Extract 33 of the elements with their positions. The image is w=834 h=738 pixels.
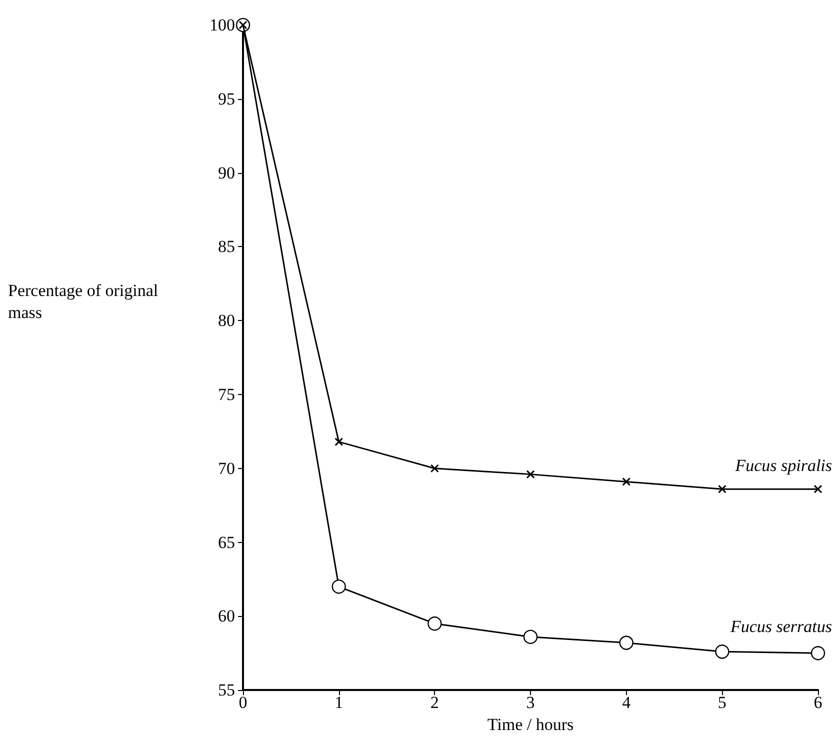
y-tick-label: 65 xyxy=(218,532,235,552)
y-tick-label: 75 xyxy=(218,385,235,404)
point xyxy=(814,484,822,494)
y-tick-label: 90 xyxy=(218,163,235,182)
x-tick-label: 1 xyxy=(334,693,344,712)
y-tick-label: 60 xyxy=(218,606,235,626)
point xyxy=(622,477,631,486)
y-tick-label: 85 xyxy=(218,237,235,256)
point xyxy=(334,438,344,446)
point xyxy=(332,580,346,594)
y-tick-label: 95 xyxy=(218,89,235,108)
y-tick-label: 55 xyxy=(218,680,235,700)
point xyxy=(718,484,726,494)
point xyxy=(523,630,538,644)
x-tick-label: 4 xyxy=(622,693,632,712)
point xyxy=(810,646,826,660)
point xyxy=(619,636,634,650)
point xyxy=(428,616,442,631)
y-tick-label: 100 xyxy=(210,16,235,34)
x-tick-label: 2 xyxy=(430,693,439,712)
point xyxy=(430,464,439,473)
y-tick-label: 80 xyxy=(218,311,235,330)
x-axis-title: Time / hours xyxy=(487,715,574,734)
series-label: Fucus serratus xyxy=(729,617,832,636)
x-tick-label: 0 xyxy=(238,693,248,712)
point xyxy=(526,470,535,479)
x-tick-label: 6 xyxy=(814,693,822,712)
y-tick-label: 70 xyxy=(218,458,235,478)
y-axis-title: Percentage of original mass xyxy=(8,280,160,324)
point xyxy=(715,644,730,659)
x-tick-label: 5 xyxy=(718,693,726,712)
x-tick-label: 3 xyxy=(526,693,535,712)
series-label: Fucus spiralis xyxy=(734,456,832,475)
